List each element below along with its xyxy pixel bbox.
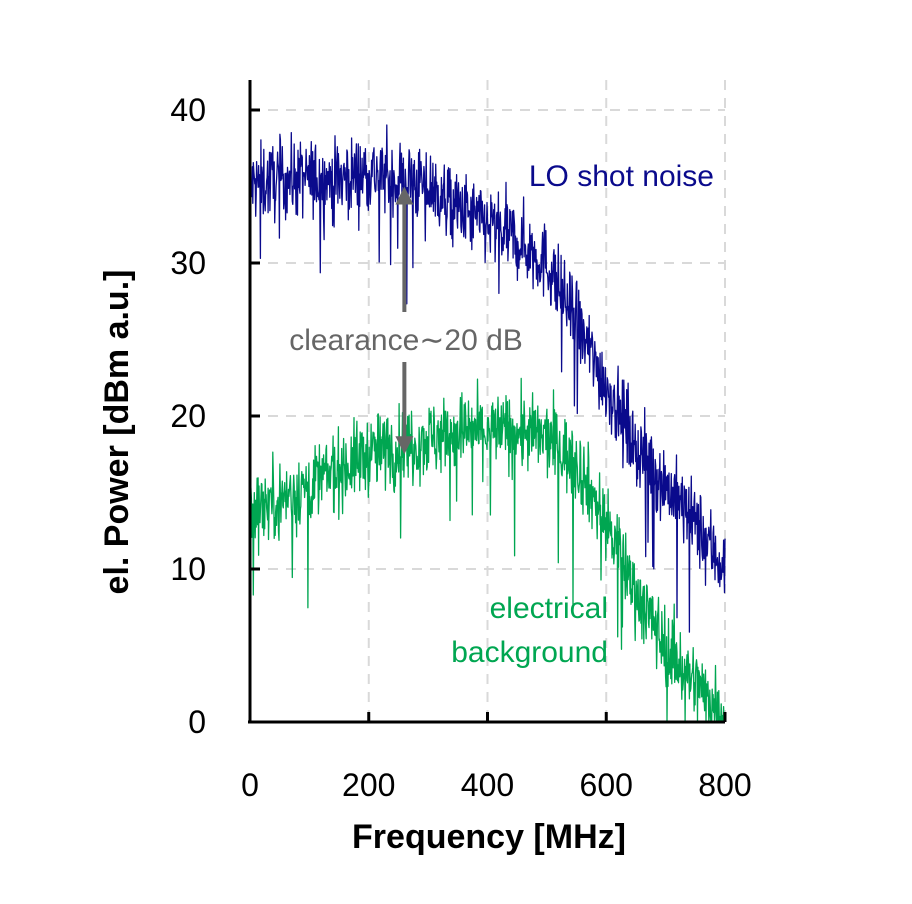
x-tick-label: 200 [342,767,395,803]
background-label-line1: electrical [490,592,608,625]
clearance-arrow-down-head [395,436,414,455]
x-tick-label: 0 [241,767,259,803]
x-tick-label: 800 [698,767,751,803]
series-line-lo-shot-noise [249,124,726,633]
x-tick-label: 400 [461,767,514,803]
y-tick-label: 10 [170,551,206,587]
y-tick-label: 0 [188,704,206,740]
y-tick-label: 40 [170,92,206,128]
series-group [249,124,726,723]
x-axis-title: Frequency [MHz] [352,818,626,856]
y-axis-title: el. Power [dBm a.u.] [98,270,136,595]
lo-shot-noise-label: LO shot noise [529,160,714,193]
grid-lines [250,80,726,722]
y-tick-label: 30 [170,245,206,281]
x-tick-label: 600 [580,767,633,803]
clearance-label: clearance∼20 dB [289,324,523,357]
tick-labels: 0 200 400 600 800 0 10 20 30 40 [170,92,751,803]
series-line-electrical-background [249,377,726,723]
clearance-arrow [395,186,414,455]
background-label-line2: background [451,636,608,669]
y-tick-label: 20 [170,398,206,434]
clearance-arrow-up-head [395,186,414,205]
